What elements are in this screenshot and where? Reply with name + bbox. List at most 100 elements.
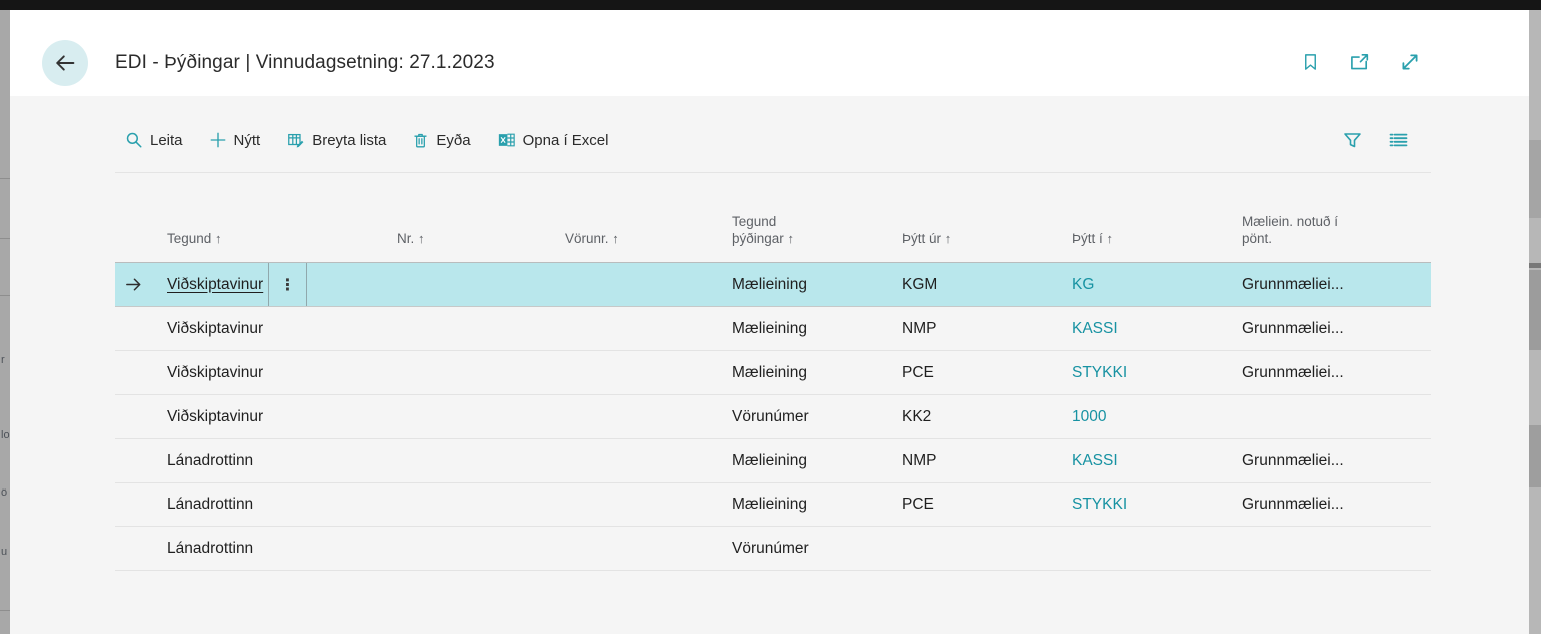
background-page-left-edge: r lo ö u: [0, 10, 10, 634]
cell-thytt-ur[interactable]: PCE: [902, 495, 934, 513]
cell-vorunr[interactable]: [553, 483, 720, 526]
toolbar-right-actions: [1342, 122, 1410, 158]
table-body: Viðskiptavinur Mælieining KGM KG Grunnmæliei…: [115, 263, 1431, 571]
cell-tegund[interactable]: Viðskiptavinur: [167, 363, 264, 381]
column-header-6[interactable]: Þýtt í ↑: [1060, 230, 1230, 262]
browser-topbar: [0, 0, 1541, 10]
column-header-4[interactable]: Tegund þýðingar ↑: [720, 213, 890, 262]
background-text-fragment: r: [1, 354, 5, 366]
cell-tegund-thydingar[interactable]: Vörunúmer: [732, 539, 809, 557]
cell-tegund-thydingar[interactable]: Mælieining: [732, 451, 807, 469]
cell-nr[interactable]: [385, 483, 553, 526]
edit-list-button[interactable]: Breyta lista: [286, 131, 386, 149]
column-header-label: Tegund þýðingar ↑: [732, 214, 795, 246]
cell-maeliein[interactable]: [1230, 395, 1431, 438]
open-in-excel-button-label: Opna í Excel: [522, 131, 609, 149]
table-row[interactable]: Lánadrottinn Mælieining NMP KASSI Grunnmælie…: [115, 439, 1431, 483]
cell-thytt-i[interactable]: KG: [1072, 275, 1095, 293]
cell-tegund[interactable]: Lánadrottinn: [167, 495, 254, 513]
new-button[interactable]: Nýtt: [209, 131, 260, 149]
cell-tegund-thydingar[interactable]: Mælieining: [732, 319, 807, 337]
column-header-3[interactable]: Vörunr. ↑: [553, 230, 720, 262]
cell-tegund-thydingar[interactable]: Vörunúmer: [732, 407, 809, 425]
plus-icon: [209, 131, 227, 149]
cell-row-indicator: [115, 395, 155, 438]
cell-thytt-i[interactable]: KASSI: [1072, 451, 1118, 469]
cell-vorunr[interactable]: [553, 351, 720, 394]
cell-maeliein[interactable]: Grunnmæliei...: [1242, 451, 1344, 469]
table-row[interactable]: Lánadrottinn Vörunúmer: [115, 527, 1431, 571]
search-button[interactable]: Leita: [125, 131, 183, 149]
cell-thytt-ur[interactable]: PCE: [902, 363, 934, 381]
sort-ascending-icon: ↑: [787, 231, 795, 246]
background-row-line: [0, 178, 10, 179]
column-header-1[interactable]: Tegund ↑: [155, 230, 385, 262]
cell-maeliein[interactable]: Grunnmæliei...: [1242, 363, 1344, 381]
cell-nr[interactable]: [385, 527, 553, 570]
cell-row-indicator: [115, 307, 155, 350]
cell-vorunr[interactable]: [553, 263, 720, 306]
cell-thytt-ur[interactable]: KK2: [902, 407, 932, 425]
table-row[interactable]: Viðskiptavinur Mælieining KGM KG Grunnmæliei…: [115, 263, 1431, 307]
row-context-menu-button[interactable]: ⋮: [268, 263, 307, 306]
table-row[interactable]: Viðskiptavinur Mælieining PCE STYKKI Grunnmæ…: [115, 351, 1431, 395]
sort-ascending-icon: ↑: [418, 231, 425, 246]
cell-tegund[interactable]: Viðskiptavinur: [155, 263, 385, 306]
cell-vorunr[interactable]: [553, 439, 720, 482]
translations-table: Tegund ↑ Nr. ↑ Vörunr. ↑ Tegund þýðingar ↑ Þ…: [115, 173, 1431, 571]
cell-thytt-i[interactable]: KASSI: [1072, 319, 1118, 337]
table-row[interactable]: Viðskiptavinur Mælieining NMP KASSI Grunnmæl…: [115, 307, 1431, 351]
cell-nr[interactable]: [385, 307, 553, 350]
cell-thytt-ur[interactable]: [890, 527, 1060, 570]
sort-ascending-icon: ↑: [215, 231, 222, 246]
cell-thytt-ur[interactable]: NMP: [902, 451, 937, 469]
bookmark-icon[interactable]: [1301, 51, 1320, 73]
cell-row-indicator: [115, 263, 155, 306]
cell-nr[interactable]: [385, 263, 553, 306]
column-header-label: Þýtt í ↑: [1072, 231, 1114, 246]
cell-tegund[interactable]: Lánadrottinn: [167, 539, 254, 557]
column-header-5[interactable]: Þýtt úr ↑: [890, 230, 1060, 262]
cell-thytt-i[interactable]: 1000: [1072, 407, 1107, 425]
cell-nr[interactable]: [385, 439, 553, 482]
back-button[interactable]: [42, 40, 88, 86]
cell-row-indicator: [115, 439, 155, 482]
table-row[interactable]: Viðskiptavinur Vörunúmer KK2 1000: [115, 395, 1431, 439]
cell-maeliein[interactable]: Grunnmæliei...: [1242, 495, 1344, 513]
cell-row-indicator: [115, 351, 155, 394]
column-header-7[interactable]: Mæliein. notuð í pönt.: [1230, 213, 1431, 262]
cell-thytt-i[interactable]: STYKKI: [1072, 363, 1128, 381]
cell-maeliein[interactable]: Grunnmæliei...: [1242, 275, 1344, 293]
cell-vorunr[interactable]: [553, 395, 720, 438]
cell-maeliein[interactable]: [1230, 527, 1431, 570]
cell-tegund[interactable]: Viðskiptavinur: [167, 407, 264, 425]
background-row-line: [0, 238, 10, 239]
sort-ascending-icon: ↑: [612, 231, 619, 246]
delete-button[interactable]: Eyða: [412, 131, 471, 149]
column-header-2[interactable]: Nr. ↑: [385, 230, 553, 262]
cell-thytt-i[interactable]: STYKKI: [1072, 495, 1128, 513]
expand-icon[interactable]: [1397, 50, 1423, 74]
cell-tegund[interactable]: Viðskiptavinur: [167, 319, 264, 337]
scrollbar-thumb: [1529, 270, 1541, 350]
background-text-fragment: u: [1, 546, 8, 558]
cell-nr[interactable]: [385, 395, 553, 438]
show-list-icon[interactable]: [1387, 130, 1410, 150]
cell-thytt-i[interactable]: [1060, 527, 1230, 570]
cell-tegund-thydingar[interactable]: Mælieining: [732, 275, 807, 293]
cell-thytt-ur[interactable]: NMP: [902, 319, 937, 337]
cell-tegund[interactable]: Lánadrottinn: [167, 451, 254, 469]
cell-tegund-thydingar[interactable]: Mælieining: [732, 363, 807, 381]
open-in-new-window-icon[interactable]: [1346, 51, 1371, 73]
cell-tegund-thydingar[interactable]: Mælieining: [732, 495, 807, 513]
background-row-line: [0, 610, 10, 611]
cell-thytt-ur[interactable]: KGM: [902, 275, 938, 293]
cell-vorunr[interactable]: [553, 307, 720, 350]
cell-nr[interactable]: [385, 351, 553, 394]
filter-icon[interactable]: [1342, 130, 1363, 150]
cell-vorunr[interactable]: [553, 527, 720, 570]
column-header-label: Þýtt úr ↑: [902, 231, 952, 246]
open-in-excel-button[interactable]: Opna í Excel: [497, 131, 609, 149]
table-row[interactable]: Lánadrottinn Mælieining PCE STYKKI Grunnmæli…: [115, 483, 1431, 527]
cell-maeliein[interactable]: Grunnmæliei...: [1242, 319, 1344, 337]
